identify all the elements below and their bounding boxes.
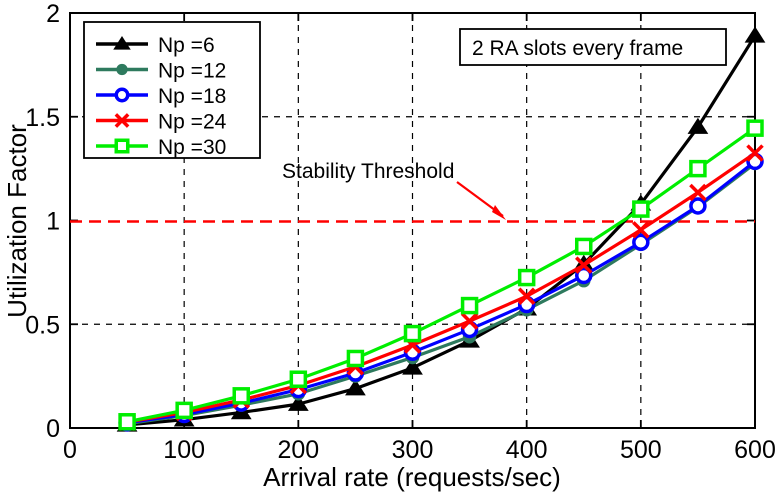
x-tick-label: 500	[620, 436, 662, 464]
legend-label: Np =6	[158, 34, 215, 57]
marker-cross	[114, 113, 130, 128]
marker-square-open	[632, 200, 650, 218]
series-line	[126, 126, 756, 424]
legend-label: Np =18	[158, 85, 226, 108]
marker-square-open	[575, 237, 593, 256]
stability-threshold-arrow	[456, 181, 506, 220]
series-line	[126, 34, 757, 427]
marker-square-open	[460, 296, 479, 315]
legend-label: Np =30	[158, 136, 226, 159]
marker-square-open	[118, 413, 136, 431]
legend-label: Np =24	[158, 111, 227, 134]
marker-square-open	[232, 387, 250, 405]
marker-square-open	[517, 268, 536, 287]
y-tick-label: 1	[46, 208, 60, 236]
x-axis-title: Arrival rate (requests/sec)	[263, 462, 561, 492]
y-axis-tick-labels: 0 0.5 1 1.5 2	[25, 0, 60, 443]
marker-circle-open	[575, 266, 593, 285]
marker-square-open	[689, 159, 707, 178]
marker-square-open	[289, 370, 308, 388]
marker-cross	[632, 221, 650, 239]
marker-square-open	[114, 138, 130, 154]
marker-cross	[575, 256, 593, 274]
legend-item: Np =6	[96, 34, 215, 57]
x-tick-label: 100	[163, 436, 205, 464]
marker-circle-filled	[116, 63, 128, 76]
marker-circle-open	[632, 233, 650, 252]
marker-square-open	[403, 324, 422, 343]
marker-triangle	[287, 394, 309, 411]
marker-triangle	[744, 26, 766, 43]
marker-square-open	[346, 349, 365, 368]
marker-square-open	[746, 119, 764, 137]
y-tick-label: 0.5	[25, 311, 60, 339]
marker-cross	[460, 312, 479, 330]
x-tick-label: 300	[392, 436, 434, 464]
marker-triangle	[113, 36, 131, 50]
ra-slots-box-border	[459, 28, 727, 66]
x-tick-label: 400	[506, 436, 548, 464]
marker-cross	[689, 183, 707, 202]
marker-square-open	[175, 401, 193, 420]
y-tick-label: 2	[46, 0, 60, 28]
legend-item: Np =18	[96, 85, 226, 108]
series-line	[126, 160, 756, 425]
x-tick-label: 0	[63, 436, 77, 464]
legend-item: Np =30	[96, 136, 226, 159]
series-line	[126, 162, 756, 426]
ra-slots-label: 2 RA slots every frame	[472, 37, 683, 60]
legend-item: Np =24	[96, 111, 227, 134]
marker-cross	[746, 144, 764, 162]
x-tick-label: 200	[277, 436, 319, 464]
y-axis-title: Utilization Factor	[2, 124, 32, 318]
legend-label: Np =12	[158, 60, 226, 83]
marker-circle-open	[114, 87, 130, 103]
stability-threshold-label: Stability Threshold	[282, 160, 454, 183]
series-line	[126, 151, 756, 424]
marker-cross	[517, 287, 536, 305]
x-axis-tick-labels: 0 100 200 300 400 500 600	[63, 436, 775, 464]
marker-triangle	[402, 358, 423, 375]
y-tick-label: 1.5	[25, 104, 60, 132]
data-series-group	[116, 26, 766, 432]
marker-circle-open	[689, 197, 707, 215]
marker-triangle	[687, 117, 709, 134]
x-tick-label: 600	[734, 436, 775, 464]
marker-triangle	[345, 379, 366, 396]
legend-item: Np =12	[96, 60, 226, 83]
y-tick-label: 0	[46, 415, 60, 443]
ra-slots-annotation-box: 2 RA slots every frame	[459, 28, 727, 66]
data-series	[118, 119, 764, 431]
